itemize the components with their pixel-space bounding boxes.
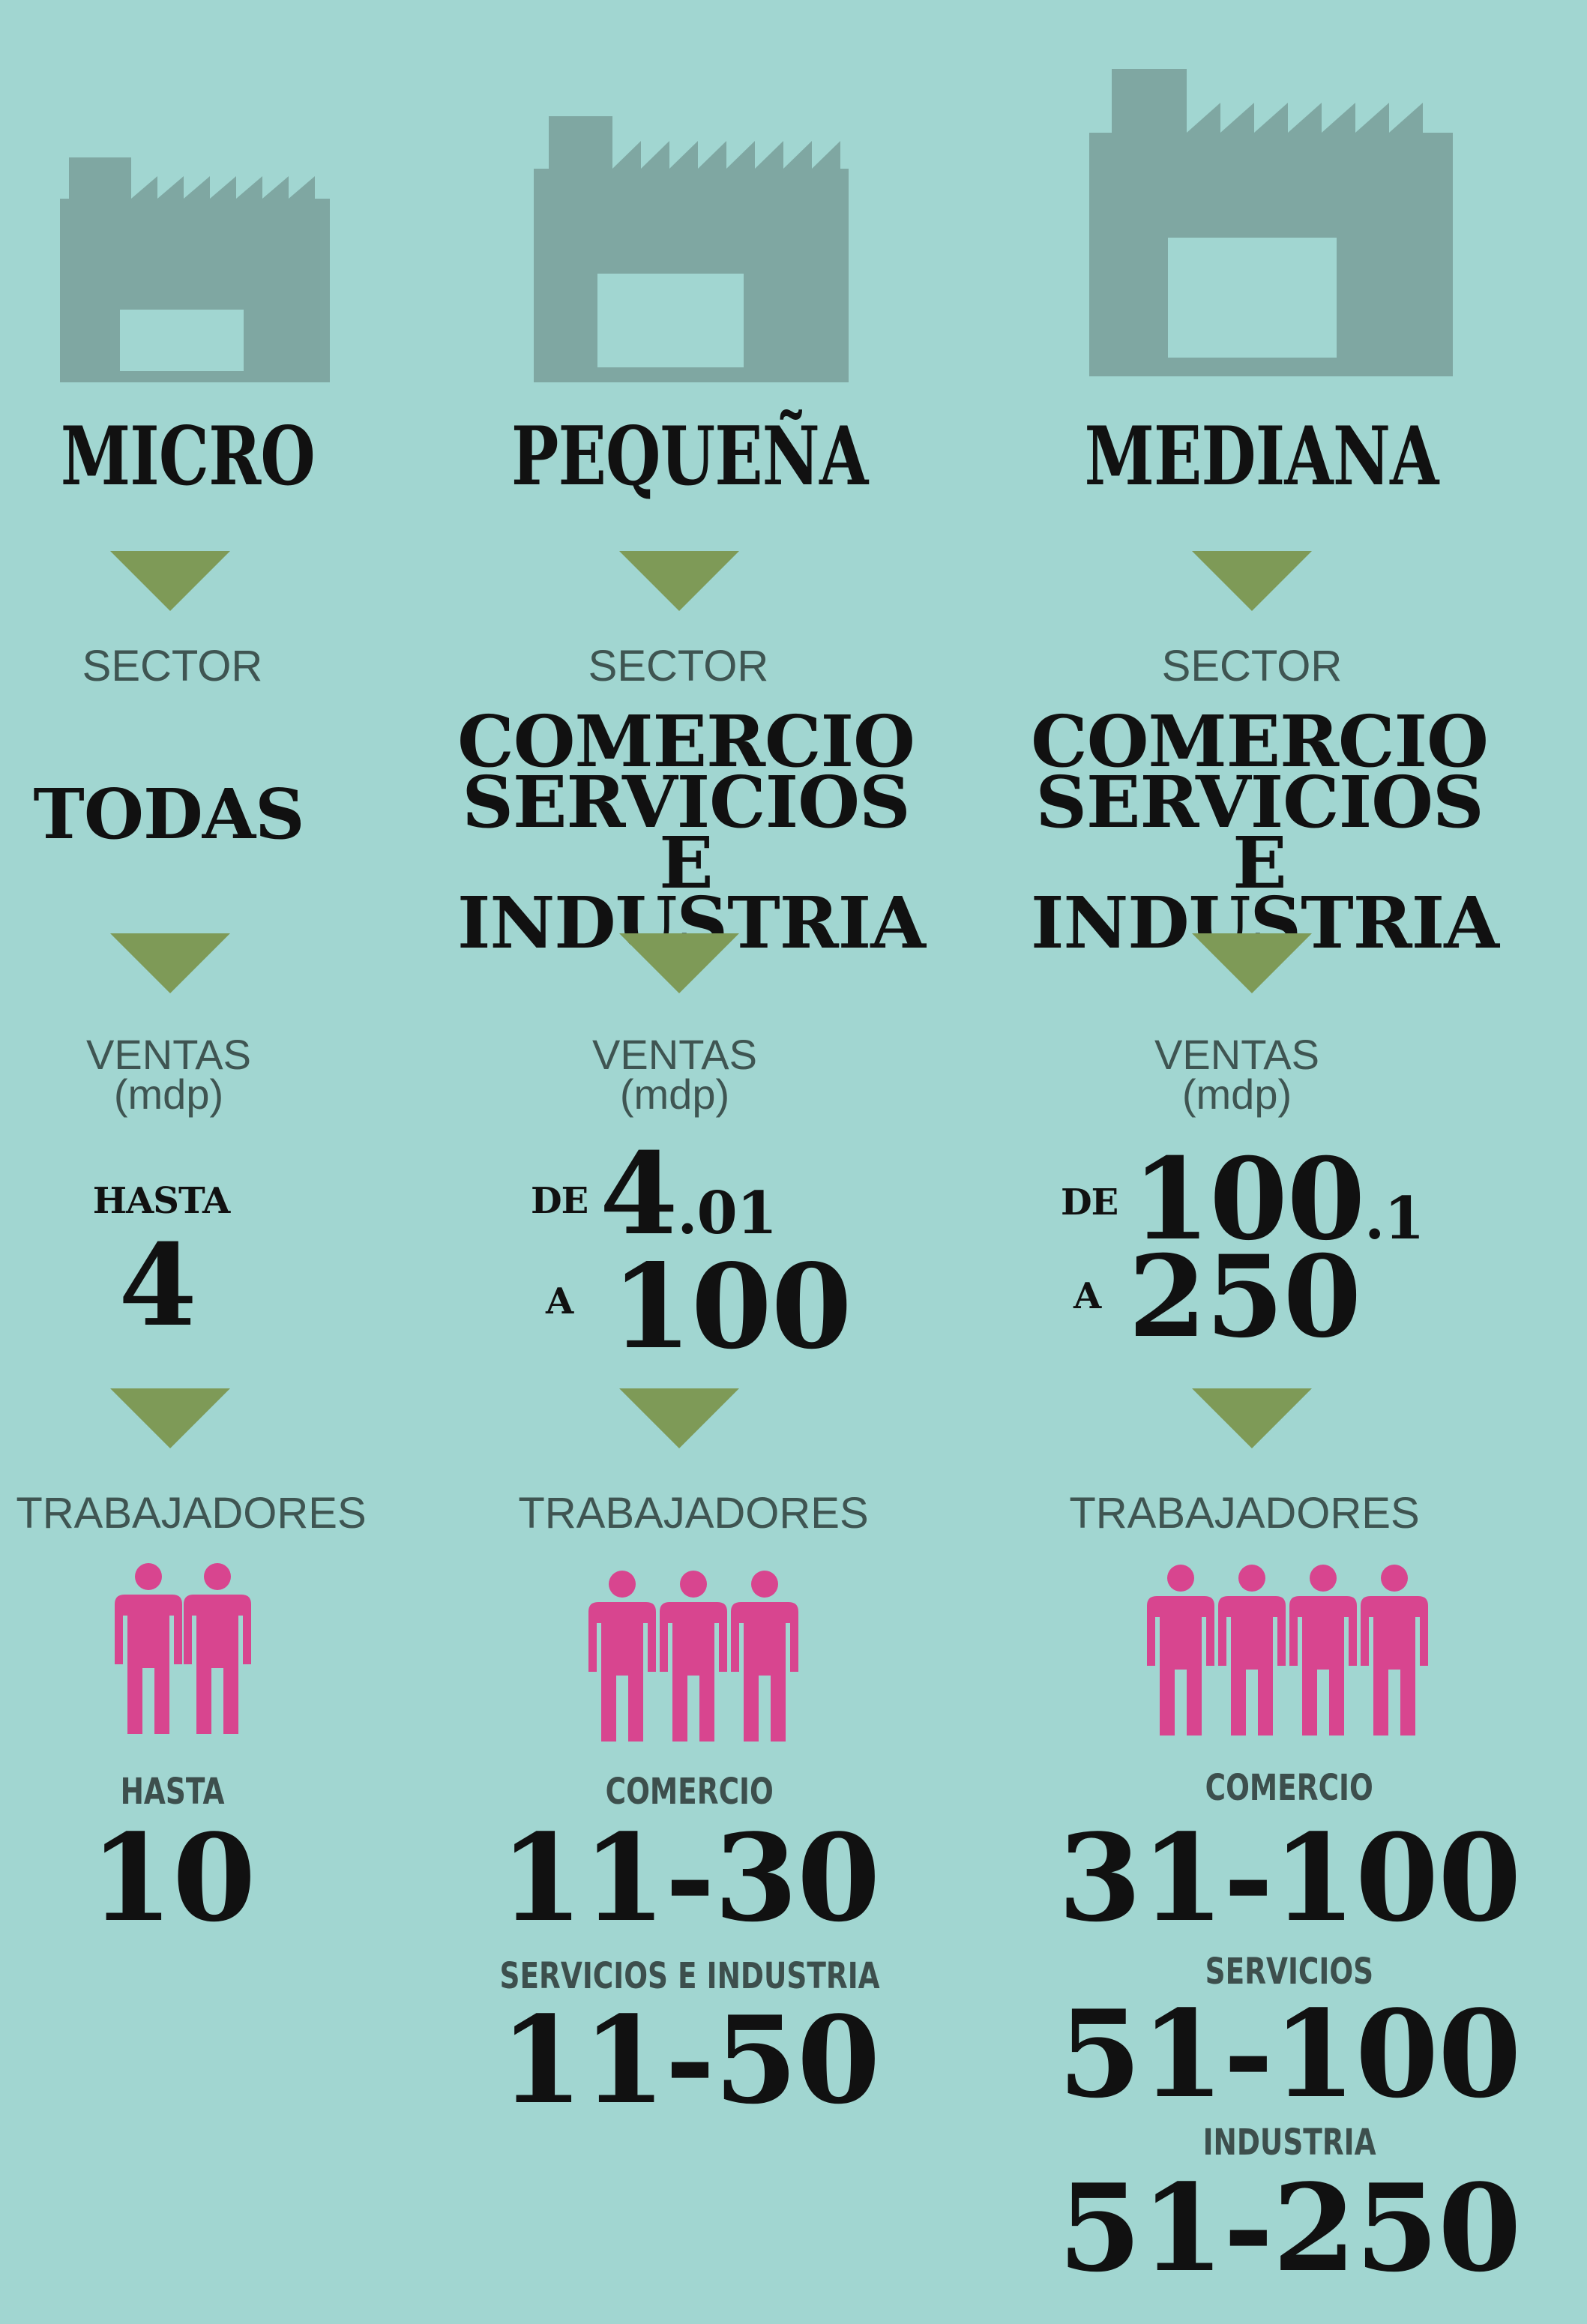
people-icon-mediana [1147,1565,1428,1736]
worker-group-value-mediana-servicios: 51-100 [1058,1984,1521,2125]
worker-group-label-micro: HASTA [120,1771,225,1813]
trabajadores-label-pequena: TRABAJADORES [518,1489,869,1538]
people-icon-pequena [588,1571,798,1742]
title-pequena: PEQUEÑA [511,409,868,504]
worker-group-label-mediana-industria: INDUSTRIA [1202,2122,1376,2164]
worker-group-value-micro: 10 [89,1807,256,1948]
ventas-value-micro: 4 [118,1220,196,1352]
sector-label-mediana: SECTOR [1161,642,1343,690]
people-icon-micro [115,1563,251,1734]
worker-group-value-mediana-comercio: 31-100 [1058,1807,1521,1948]
arrow-down-icon [1192,1388,1312,1448]
ventas-prefix-micro: HASTA [92,1180,231,1222]
arrow-down-icon [619,933,739,993]
ventas-de-mediana: DE [1061,1181,1118,1223]
ventas-de-pequena: DE [531,1180,588,1222]
ventas-from-mediana: 100.1 [1132,1134,1425,1265]
factory-icon-micro [60,157,330,382]
ventas-a-mediana: A [1073,1275,1101,1317]
sector-value-pequena: COMERCIO SERVICIOS E INDUSTRIA [457,700,926,966]
ventas-label-pequena: VENTAS (mdp) [592,1031,757,1119]
arrow-down-icon [110,551,230,611]
sector-label-pequena: SECTOR [588,642,769,690]
worker-group-value-pequena-servicios-industria: 11-50 [499,1990,881,2131]
trabajadores-label-mediana: TRABAJADORES [1069,1489,1420,1538]
ventas-label-mediana: VENTAS (mdp) [1154,1031,1319,1119]
factory-icon-pequena [534,116,849,382]
ventas-from-pequena: 4.01 [600,1128,777,1260]
arrow-down-icon [110,933,230,993]
ventas-to-mediana: 250 [1128,1231,1361,1363]
ventas-label-micro: VENTAS (mdp) [86,1031,251,1119]
arrow-down-icon [1192,933,1312,993]
worker-group-label-mediana-comercio: COMERCIO [1205,1767,1374,1809]
worker-group-label-pequena-servicios-industria: SERVICIOS E INDUSTRIA [499,1955,880,1997]
worker-group-label-pequena-comercio: COMERCIO [605,1771,774,1813]
title-micro: MICRO [60,409,315,504]
factory-icon-mediana [1089,69,1453,376]
title-mediana: MEDIANA [1084,409,1439,504]
worker-group-value-mediana-industria: 51-250 [1058,2158,1521,2299]
sector-label-micro: SECTOR [82,642,263,690]
worker-group-value-pequena-comercio: 11-30 [499,1807,881,1948]
arrow-down-icon [619,551,739,611]
arrow-down-icon [110,1388,230,1448]
worker-group-label-mediana-servicios: SERVICIOS [1205,1951,1374,1993]
ventas-a-pequena: A [546,1280,573,1322]
arrow-down-icon [1192,551,1312,611]
sector-value-mediana: COMERCIO SERVICIOS E INDUSTRIA [1031,700,1499,966]
ventas-to-pequena: 100 [611,1238,852,1375]
arrow-down-icon [619,1388,739,1448]
sector-value-micro: TODAS [33,774,304,855]
trabajadores-label-micro: TRABAJADORES [16,1489,367,1538]
